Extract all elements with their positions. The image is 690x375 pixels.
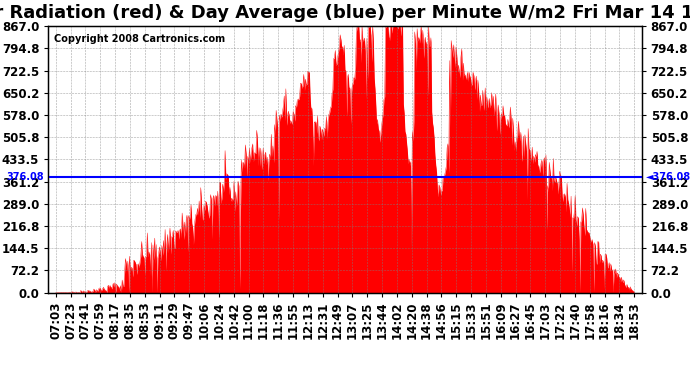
Text: 376.08: 376.08	[6, 172, 44, 182]
Text: ◄376.08: ◄376.08	[646, 172, 690, 182]
Text: Copyright 2008 Cartronics.com: Copyright 2008 Cartronics.com	[55, 34, 226, 44]
Text: Solar Radiation (red) & Day Average (blue) per Minute W/m2 Fri Mar 14 18:58: Solar Radiation (red) & Day Average (blu…	[0, 4, 690, 22]
